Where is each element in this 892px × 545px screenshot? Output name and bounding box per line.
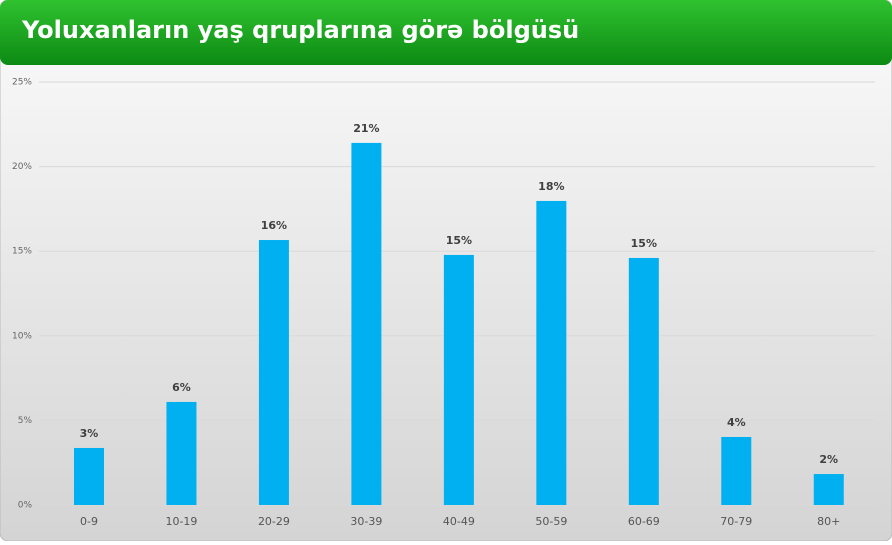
bar <box>73 447 104 505</box>
bar <box>258 240 289 505</box>
value-label: 21% <box>353 122 379 135</box>
x-tick-label: 40-49 <box>443 515 475 528</box>
value-label: 3% <box>80 427 99 440</box>
y-tick-label: 10% <box>12 331 32 341</box>
value-label: 4% <box>727 416 746 429</box>
bar <box>443 254 474 505</box>
value-label: 15% <box>631 237 657 250</box>
y-tick-label: 5% <box>18 416 33 426</box>
x-tick-label: 0-9 <box>80 515 98 528</box>
bar <box>721 436 752 505</box>
x-tick-label: 20-29 <box>258 515 290 528</box>
y-tick-label: 15% <box>12 247 32 257</box>
x-tick-label: 10-19 <box>165 515 197 528</box>
bar <box>628 257 659 505</box>
bar <box>813 474 844 505</box>
bar <box>536 200 567 505</box>
x-tick-label: 80+ <box>817 515 840 528</box>
chart-title: Yoluxanların yaş qruplarına görə bölgüsü <box>21 16 579 44</box>
x-tick-label: 30-39 <box>350 515 382 528</box>
bar <box>351 142 382 506</box>
x-tick-label: 50-59 <box>535 515 567 528</box>
value-label: 2% <box>819 453 838 466</box>
title-banner <box>0 0 892 65</box>
bar <box>166 401 197 505</box>
y-tick-label: 20% <box>12 162 32 172</box>
x-tick-label: 70-79 <box>720 515 752 528</box>
x-tick-label: 60-69 <box>628 515 660 528</box>
value-label: 16% <box>261 219 287 232</box>
value-label: 18% <box>538 180 564 193</box>
value-label: 6% <box>172 381 191 394</box>
value-label: 15% <box>446 234 472 247</box>
y-tick-label: 0% <box>18 501 33 511</box>
y-tick-label: 25% <box>12 78 32 88</box>
